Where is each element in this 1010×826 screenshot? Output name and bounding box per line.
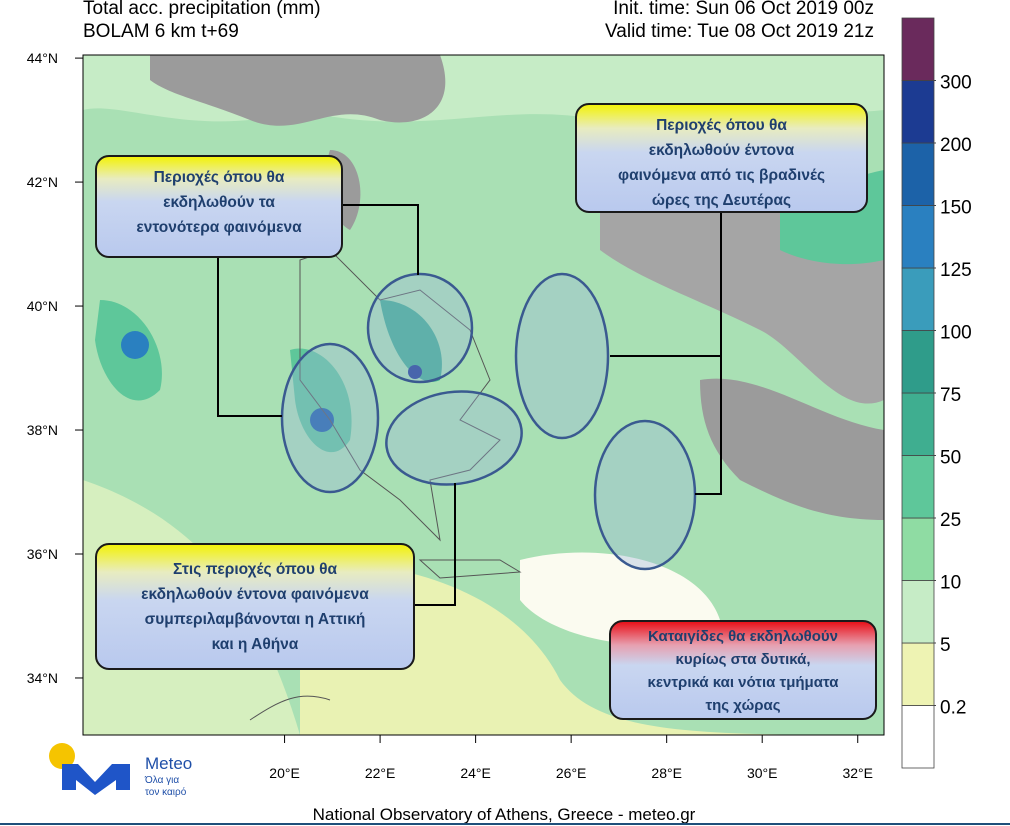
annotation-line: της χώρας — [705, 697, 781, 714]
annotation-line: Καταιγίδες θα εκδηλωθούν — [648, 628, 838, 645]
annotation-line: ώρες της Δευτέρας — [651, 192, 792, 209]
colorbar-bin — [901, 580, 935, 644]
colorbar-label: 75 — [940, 385, 961, 406]
logo-slogan: τον καιρό — [145, 786, 187, 798]
y-tick-label: 40°N — [27, 298, 58, 314]
connectors — [217, 204, 722, 606]
annotation-line: κυρίως στα δυτικά, — [675, 651, 811, 668]
colorbar-bin — [901, 205, 935, 269]
colorbar-bin — [901, 705, 935, 769]
colorbar-label: 5 — [940, 635, 951, 656]
x-tick-label: 20°E — [269, 765, 300, 781]
x-tick-label: 24°E — [460, 765, 491, 781]
x-tick-label: 28°E — [651, 765, 682, 781]
colorbar-label: 150 — [940, 198, 972, 219]
colorbar-bin — [901, 267, 935, 331]
colorbar-bin — [901, 142, 935, 206]
colorbar-label: 0.2 — [940, 698, 966, 719]
colorbar-bin — [901, 642, 935, 706]
annotation-line: φαινόμενα από τις βραδινές — [617, 167, 826, 184]
y-tick-label: 36°N — [27, 546, 58, 562]
colorbar-label: 200 — [940, 135, 972, 156]
x-tick-label: 32°E — [842, 765, 873, 781]
colorbar-label: 125 — [940, 260, 972, 281]
annotation: Καταιγίδες θα εκδηλωθούν κυρίως στα δυτικ… — [609, 620, 877, 720]
logo-slogan: Όλα για — [144, 775, 179, 786]
annotation-line: Περιοχές όπου θα — [656, 117, 787, 134]
init-time: Init. time: Sun 06 Oct 2019 00z — [613, 0, 874, 19]
colorbar-label: 50 — [940, 448, 961, 469]
colorbar-label: 25 — [940, 510, 961, 531]
annotation-line: και η Αθήνα — [211, 636, 299, 653]
colorbar-bin — [901, 80, 935, 144]
highlight-areas — [280, 272, 697, 571]
annotation-line: Περιοχές όπου θα — [153, 169, 285, 186]
colorbar-label: 300 — [940, 73, 972, 94]
annotation-line: κεντρικά και νότια τμήματα — [647, 674, 839, 691]
annotation-line: εκδηλωθούν τα — [163, 194, 275, 211]
logo-name: Meteo — [145, 754, 192, 773]
valid-time: Valid time: Tue 08 Oct 2019 21z — [605, 21, 874, 42]
colorbar-label: 10 — [940, 573, 961, 594]
y-tick-label: 44°N — [27, 50, 58, 66]
model-label: BOLAM 6 km t+69 — [83, 21, 239, 42]
colorbar-bin — [901, 17, 935, 81]
annotation: Περιοχές όπου θα εκδηλωθούν τα εντονότερα … — [95, 155, 343, 258]
colorbar-bin — [901, 517, 935, 581]
x-tick-label: 30°E — [747, 765, 778, 781]
annotation-line: εκδηλωθούν έντονα — [648, 142, 795, 159]
y-tick-label: 42°N — [27, 174, 58, 190]
annotation: Στις περιοχές όπου θα εκδηλωθούν έντονα φ… — [95, 543, 415, 670]
x-tick-label: 26°E — [556, 765, 587, 781]
x-tick-label: 22°E — [365, 765, 396, 781]
y-tick-label: 34°N — [27, 670, 58, 686]
colorbar-bin — [901, 455, 935, 519]
logo: Meteo Όλα για τον καιρό — [49, 743, 192, 798]
title: Total acc. precipitation (mm) — [83, 0, 321, 19]
annotation-line: εντονότερα φαινόμενα — [136, 219, 302, 236]
colorbar-label: 100 — [940, 323, 972, 344]
annotation-line: εκδηλωθούν έντονα φαινόμενα — [141, 586, 369, 603]
y-tick-label: 38°N — [27, 422, 58, 438]
footer: National Observatory of Athens, Greece -… — [313, 805, 696, 824]
annotation-line: Στις περιοχές όπου θα — [172, 561, 338, 578]
annotation-line: συμπεριλαμβάνονται η Αττική — [144, 611, 366, 628]
colorbar-bin — [901, 392, 935, 456]
annotation: Περιοχές όπου θα εκδηλωθούν έντονα φαινόμε… — [575, 103, 868, 213]
colorbar-bin — [901, 330, 935, 394]
